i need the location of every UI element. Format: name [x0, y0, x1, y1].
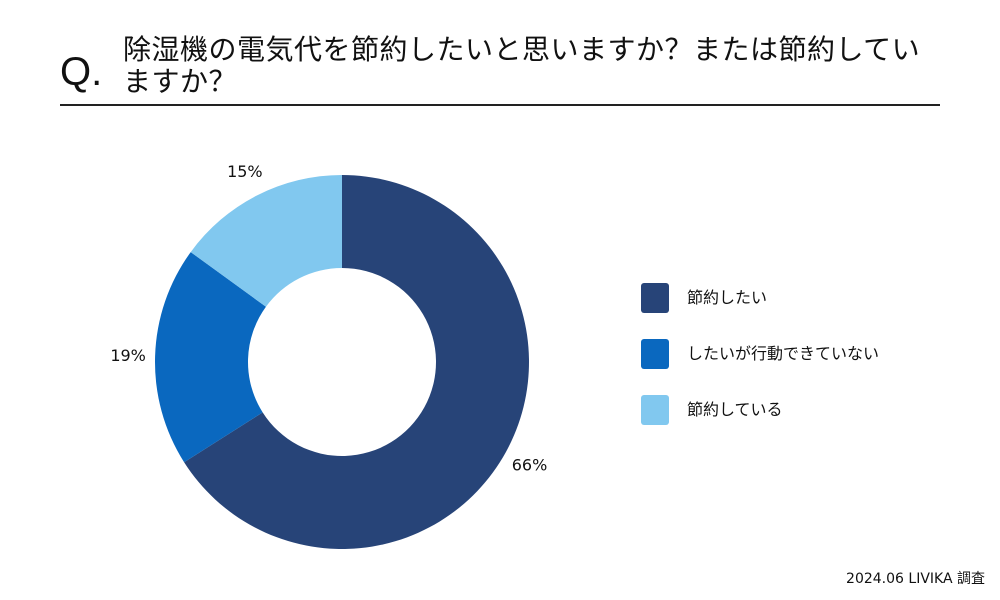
donut-slice-saving-desired: [184, 175, 529, 549]
donut-slices: [155, 175, 529, 549]
value-label-saving-now: 15%: [227, 162, 263, 181]
chart-legend: 節約したい したいが行動できていない 節約している: [641, 282, 879, 450]
legend-label-saving-now: 節約している: [687, 400, 783, 419]
donut-value-labels: 66% 19% 15%: [110, 162, 547, 475]
question-mark-label: Q.: [60, 50, 103, 94]
legend-item-saving-now: 節約している: [641, 394, 879, 426]
legend-item-not-acting: したいが行動できていない: [641, 338, 879, 370]
question-title: 除湿機の電気代を節約したいと思いますか？または節約していますか？: [123, 33, 921, 98]
legend-swatch-saving-now: [641, 395, 669, 425]
survey-source-label: 2024.06 LIVIKA 調査: [846, 571, 985, 587]
chart-header: Q. 除湿機の電気代を節約したいと思いますか？または節約していますか？: [60, 30, 940, 106]
donut-slice-saving-now: [190, 175, 342, 307]
legend-swatch-not-acting: [641, 339, 669, 369]
legend-swatch-saving-desired: [641, 283, 669, 313]
value-label-not-acting: 19%: [110, 346, 146, 365]
value-label-saving-desired: 66%: [512, 456, 548, 475]
legend-label-not-acting: したいが行動できていない: [687, 344, 880, 363]
donut-slice-not-acting: [155, 252, 266, 463]
legend-item-saving-desired: 節約したい: [641, 282, 879, 314]
legend-label-saving-desired: 節約したい: [687, 288, 768, 307]
